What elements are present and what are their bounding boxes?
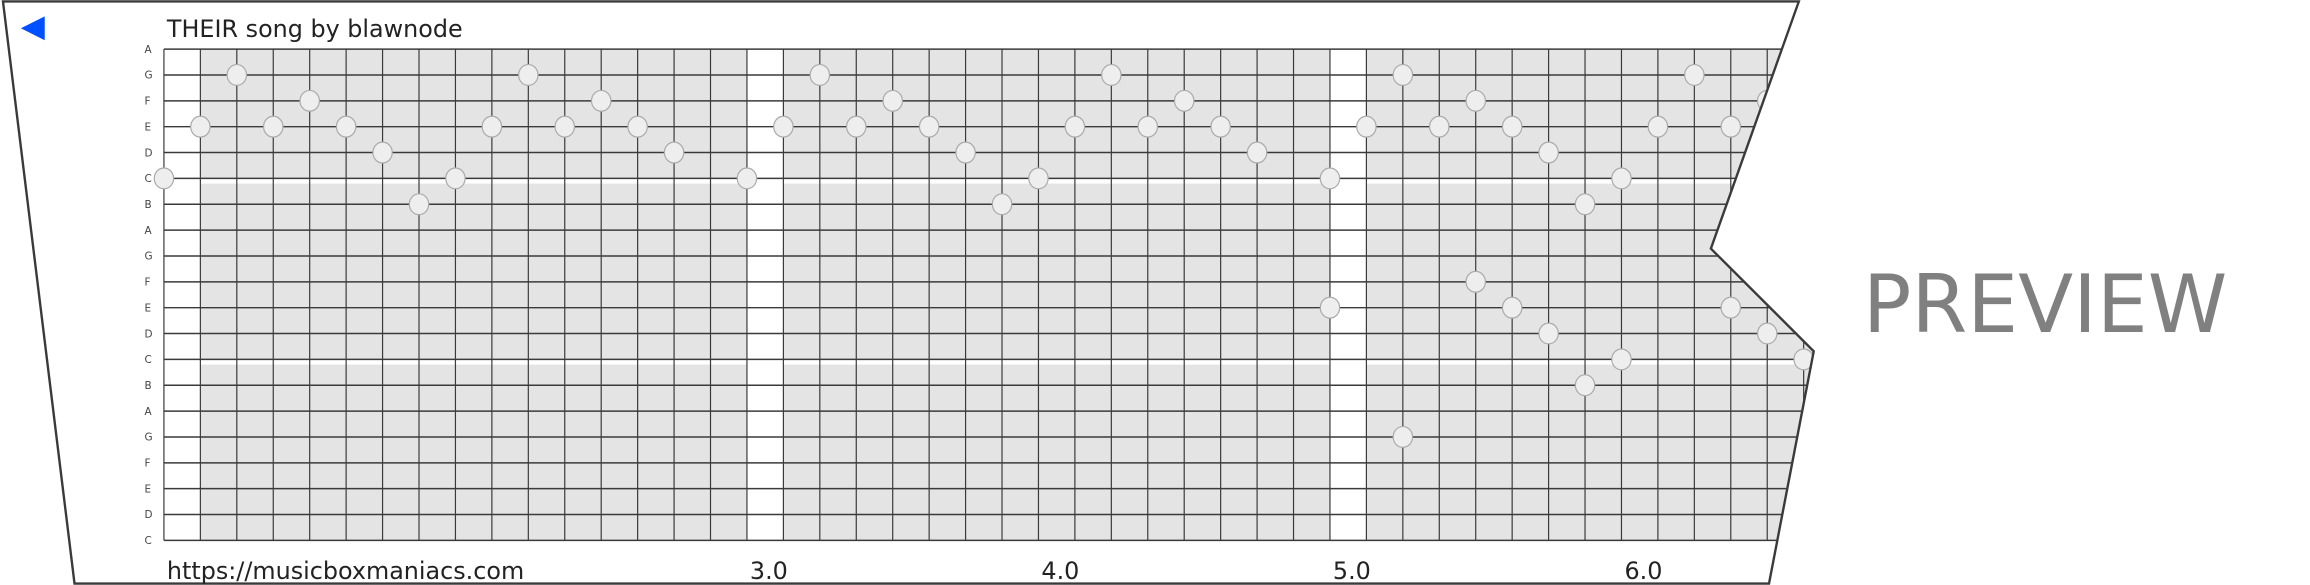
pitch-label: G	[145, 70, 153, 82]
note-pin	[1756, 322, 1778, 345]
grid-background	[163, 49, 1814, 541]
note-pin	[845, 115, 867, 138]
pitch-label: C	[145, 354, 152, 366]
note-pin	[1319, 167, 1341, 190]
note-pin	[1574, 193, 1596, 216]
note-pin	[1611, 167, 1632, 190]
note-pin	[1465, 89, 1487, 112]
pitch-label: G	[145, 432, 153, 444]
note-pin	[1137, 115, 1159, 138]
note-pin	[590, 89, 612, 112]
pitch-label: E	[145, 121, 152, 133]
measure-label: 6.0	[1624, 557, 1662, 585]
pitch-labels: A G F E D C B A G F E D C B A G F E D C	[145, 44, 153, 547]
note-pin	[190, 115, 211, 138]
back-icon[interactable]	[20, 16, 45, 41]
note-pin	[1538, 141, 1559, 164]
note-pin	[882, 89, 903, 112]
pitch-label: D	[145, 147, 153, 159]
octave-gap	[163, 359, 1814, 365]
pitch-label: G	[145, 251, 153, 263]
measure-labels: 3.0 4.0 5.0 6.0	[750, 557, 1662, 585]
pitch-label: E	[145, 302, 152, 314]
note-pin	[1210, 115, 1231, 138]
note-pin	[299, 89, 320, 112]
pitch-label: F	[145, 277, 151, 289]
note-pin	[955, 141, 976, 164]
note-pin	[554, 115, 576, 138]
note-pin	[1101, 63, 1122, 86]
note-pin	[1611, 348, 1632, 371]
pitch-label: A	[145, 44, 153, 56]
note-pin	[1392, 63, 1414, 86]
measure-label: 3.0	[750, 557, 788, 585]
note-pin	[153, 167, 175, 190]
footer-url[interactable]: https://musicboxmaniacs.com	[167, 557, 524, 585]
note-pin	[481, 115, 503, 138]
note-pin	[1574, 374, 1596, 397]
pitch-label: D	[145, 509, 153, 521]
note-pin	[1319, 296, 1341, 319]
pitch-label: D	[145, 328, 153, 340]
note-pin	[372, 141, 393, 164]
note-pin	[1064, 115, 1086, 138]
note-pin	[991, 193, 1013, 216]
note-grid	[163, 48, 1814, 542]
pitch-label: C	[145, 173, 152, 185]
note-pin	[1684, 63, 1705, 86]
pitch-label: A	[145, 225, 153, 237]
octave-gap	[163, 178, 1814, 184]
note-pin	[1720, 296, 1742, 319]
paper-strip-outline	[1, 0, 1816, 585]
note-pin	[773, 115, 794, 138]
note-pin	[226, 63, 248, 86]
preview-watermark: PREVIEW	[1863, 257, 2227, 351]
note-pin	[445, 167, 466, 190]
note-pin	[1538, 322, 1559, 345]
note-pin	[1501, 296, 1523, 319]
pitch-label: C	[145, 535, 152, 547]
note-pin	[335, 115, 357, 138]
note-pin	[918, 115, 940, 138]
note-pin	[408, 193, 430, 216]
note-pin	[1720, 115, 1742, 138]
note-pin	[1465, 270, 1487, 293]
measure-label: 5.0	[1333, 557, 1371, 585]
note-pin	[262, 115, 284, 138]
note-pin	[1356, 115, 1377, 138]
note-pin	[663, 141, 685, 164]
note-pin	[1246, 141, 1268, 164]
note-pin	[1501, 115, 1523, 138]
song-title: THEIR song by blawnode	[166, 15, 463, 43]
pitch-label: E	[145, 483, 152, 495]
pitch-label: F	[145, 458, 151, 470]
note-pin	[1428, 115, 1450, 138]
note-pin	[1028, 167, 1049, 190]
notes-layer	[153, 63, 1814, 448]
note-pin	[1173, 89, 1195, 112]
note-pin	[1392, 425, 1414, 448]
note-pin	[518, 63, 539, 86]
pitch-label: F	[145, 96, 151, 108]
note-pin	[736, 167, 758, 190]
pitch-label: B	[145, 380, 152, 392]
measure-label: 4.0	[1041, 557, 1079, 585]
note-pin	[1647, 115, 1669, 138]
note-pin	[627, 115, 648, 138]
pitch-label: A	[145, 406, 153, 418]
note-pin	[809, 63, 831, 86]
pitch-label: B	[145, 199, 152, 211]
